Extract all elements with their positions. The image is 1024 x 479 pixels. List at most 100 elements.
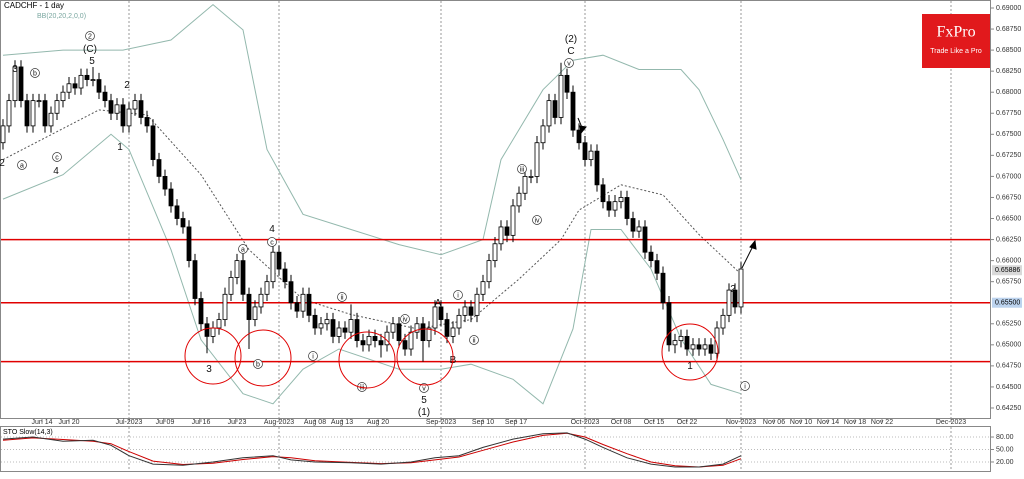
highlight-circle <box>338 331 396 389</box>
candle-body <box>342 327 348 333</box>
candle-body <box>582 142 588 160</box>
annotation-circle <box>253 359 263 369</box>
candle-body <box>474 293 480 316</box>
candle-body <box>570 91 576 131</box>
candle-body <box>78 74 84 89</box>
x-tick-label: Oct 08 <box>611 419 632 426</box>
annotation: 5 <box>421 395 427 406</box>
candle-body <box>354 319 360 342</box>
annotation: 5 <box>89 56 95 67</box>
candle-body <box>198 298 204 325</box>
annotation: iv <box>534 217 540 224</box>
price-marker <box>992 265 1022 276</box>
annotation-circle <box>564 58 574 68</box>
candle-body <box>420 323 426 342</box>
candle-body <box>402 340 408 350</box>
price-marker-label: 0.65500 <box>995 300 1020 307</box>
bollinger-middle <box>2 109 742 330</box>
y-tick-label: 0.64250 <box>996 405 1021 412</box>
annotation: ii <box>340 294 344 301</box>
bollinger-upper <box>2 3 742 256</box>
x-tick-label: Jun 14 <box>31 419 52 426</box>
stochastic-tick-label: 50.00 <box>996 446 1014 453</box>
candle-body <box>702 344 708 350</box>
candle-body <box>642 226 648 253</box>
candle-body <box>348 319 354 333</box>
candle-body <box>486 260 492 283</box>
annotation: ii <box>472 337 476 344</box>
candle-body <box>258 293 264 308</box>
stochastic-tick-label: 20.00 <box>996 459 1014 466</box>
x-tick-label: Jul-2023 <box>116 419 143 426</box>
candle-body <box>282 268 288 283</box>
arrow <box>741 245 754 269</box>
candle-body <box>630 218 636 232</box>
candle-body <box>318 323 324 329</box>
y-tick-label: 0.64750 <box>996 363 1021 370</box>
x-tick-label: Aug-2023 <box>264 419 294 426</box>
candle-body <box>324 319 330 325</box>
candle-body <box>708 344 714 354</box>
annotation-circle <box>453 290 463 300</box>
y-tick-label: 0.66500 <box>996 215 1021 222</box>
annotation: 1 <box>117 142 123 153</box>
x-tick-label: Aug 13 <box>331 419 353 426</box>
data-layer: 0.69000 0.68750 0.68500 0.68250 0.68000 0.677… <box>0 5 1022 466</box>
candle-body <box>66 83 72 93</box>
candle-body <box>468 306 474 316</box>
annotation: 2 <box>730 284 736 295</box>
annotation-circle <box>85 31 95 41</box>
annotation-circle <box>419 383 429 393</box>
candle-body <box>336 327 342 337</box>
candle-body <box>510 205 516 236</box>
annotation: A <box>435 298 442 309</box>
y-tick-label: 0.66250 <box>996 236 1021 243</box>
candle-body <box>738 268 744 308</box>
candle-body <box>564 74 570 93</box>
candle-body <box>558 74 564 118</box>
candle-body <box>444 319 450 337</box>
y-tick-label: 0.67000 <box>996 173 1021 180</box>
candle-body <box>576 129 582 144</box>
circles <box>184 323 719 389</box>
candle-body <box>180 218 186 228</box>
y-tick-label: 0.65750 <box>996 279 1021 286</box>
y-tick-label: 0.66000 <box>996 257 1021 264</box>
arrows <box>577 117 757 269</box>
candle-body <box>252 306 258 320</box>
candle-body <box>456 314 462 329</box>
candle-body <box>234 260 240 278</box>
candle-body <box>120 104 126 127</box>
highlight-circle <box>661 323 719 381</box>
candle-body <box>480 281 486 295</box>
y-tick-label: 0.64500 <box>996 384 1021 391</box>
candle-body <box>138 100 144 118</box>
candle-body <box>24 100 30 127</box>
x-tick-label: Nov-2023 <box>726 419 756 426</box>
annotation-circle <box>400 314 410 324</box>
y-tick-label: 0.68250 <box>996 68 1021 75</box>
candle-body <box>288 281 294 304</box>
stochastic-title: STO Slow(14,3) <box>3 429 53 436</box>
candle-body <box>222 293 228 320</box>
x-tick-label: Oct-2023 <box>571 419 600 426</box>
highlight-circle <box>396 328 454 386</box>
annotation: iii <box>520 166 525 173</box>
candle-body <box>192 260 198 299</box>
annotation: c <box>270 239 274 246</box>
annotation: i <box>457 292 459 299</box>
annotation: c <box>55 154 59 161</box>
candle-body <box>654 260 660 274</box>
candle-body <box>666 302 672 346</box>
candle-body <box>414 323 420 333</box>
candle-body <box>498 226 504 245</box>
price-marker <box>992 297 1022 308</box>
candle-body <box>30 100 36 127</box>
annotation-circle <box>238 244 248 254</box>
candle-body <box>312 314 318 329</box>
annotation-circle <box>740 381 750 391</box>
candle-body <box>294 302 300 312</box>
logo-name: FxPro <box>936 24 975 41</box>
logo-box <box>922 14 990 68</box>
candle-body <box>396 323 402 342</box>
